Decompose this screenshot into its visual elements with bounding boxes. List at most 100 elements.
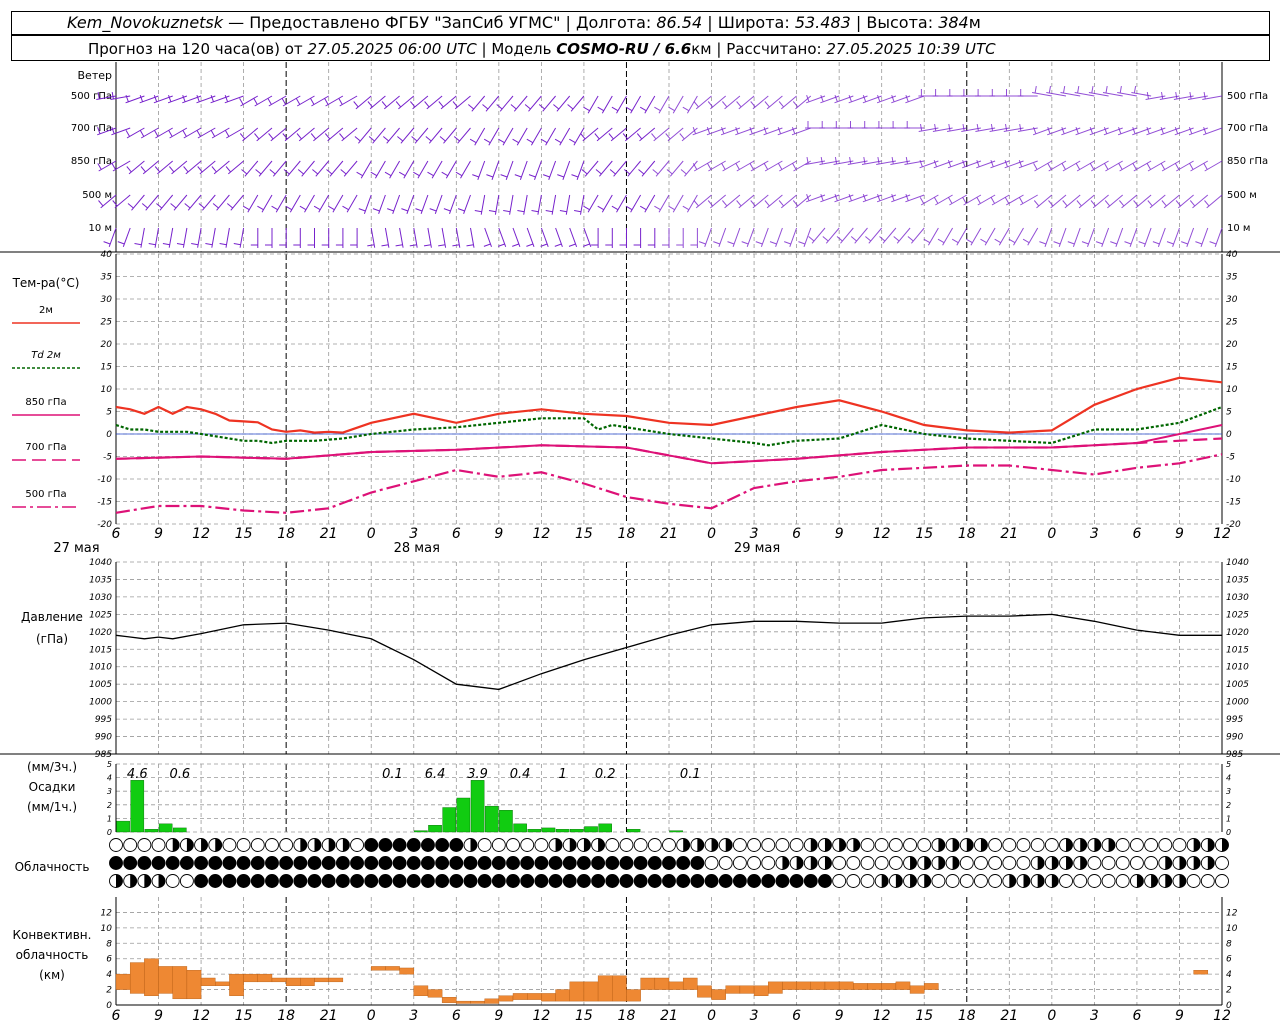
cloud-cover-symbol — [761, 856, 776, 870]
wind-barb — [1189, 194, 1209, 209]
wind-barb — [410, 95, 429, 110]
wind-barb — [1062, 194, 1081, 209]
wind-barb — [707, 194, 727, 209]
wind-barb — [342, 194, 358, 213]
cloud-cover-symbol — [279, 874, 294, 888]
wind-barb — [1160, 160, 1180, 172]
y-tick-label-left: 4 — [107, 774, 112, 783]
cloud-cover-symbol — [1087, 874, 1102, 888]
y-tick-label-right: -20 — [1226, 520, 1241, 530]
title-bar: Kem_Novokuznetsk — Предоставлено ФГБУ "З… — [11, 11, 1270, 35]
y-tick-label-left: 1010 — [89, 663, 112, 673]
wind-barb — [1203, 160, 1223, 172]
wind-barb — [676, 228, 684, 248]
cloud-cover-fill — [924, 856, 931, 870]
wind-barb — [1046, 86, 1067, 97]
y-tick-label-right: 2 — [1226, 801, 1231, 810]
wind-barb — [111, 160, 131, 172]
wind-barb — [367, 95, 386, 110]
cloud-cover-fill — [569, 838, 577, 852]
x-tick-label: 21 — [1000, 526, 1018, 542]
precip-3h-label: 1 — [559, 767, 567, 782]
altitude-label: Высота: — [866, 13, 934, 32]
x-tick-label: 15 — [575, 526, 593, 542]
wind-barb — [398, 160, 415, 179]
convective-bar — [186, 970, 202, 1000]
cloud-cover-symbol — [846, 856, 861, 870]
cloud-cover-fill — [725, 838, 733, 852]
altitude-unit: м — [968, 13, 981, 32]
convective-bar — [243, 973, 258, 983]
cloud-cover-symbol — [392, 874, 407, 888]
wind-barb — [356, 160, 372, 179]
wind-barb — [328, 194, 344, 213]
convective-bar — [527, 993, 542, 1000]
wind-barb — [608, 127, 627, 142]
wind-barb — [255, 160, 273, 177]
x-tick-label: 12 — [532, 526, 550, 542]
cloud-cover-symbol — [945, 874, 960, 888]
title-dash: — — [228, 13, 245, 32]
wind-barb — [156, 194, 174, 211]
cloud-cover-symbol — [151, 838, 166, 852]
conv-panel-unit: (км) — [39, 968, 65, 982]
convective-bar — [895, 981, 911, 990]
wind-barb — [353, 95, 372, 110]
x-tick-label: 3 — [409, 1008, 418, 1024]
wind-barb — [1053, 227, 1067, 247]
y-tick-label-left: 12 — [101, 908, 113, 918]
cloud-cover-symbol — [520, 838, 535, 852]
wind-barb — [97, 160, 117, 172]
wind-barb — [1061, 160, 1081, 172]
cloud-cover-symbol — [350, 874, 365, 888]
wind-barb — [865, 227, 883, 244]
cloud-cover-symbol — [350, 856, 365, 870]
cloud-cover-fill — [1037, 856, 1045, 870]
y-tick-label-left: 1005 — [89, 680, 112, 690]
precip-bar — [428, 825, 442, 833]
convective-bar — [810, 981, 826, 990]
cloud-cover-symbol — [250, 874, 265, 888]
y-tick-label-left: 30 — [101, 295, 113, 305]
separator: | — [707, 13, 713, 32]
cloud-cover-symbol — [619, 874, 634, 888]
wind-barb — [154, 127, 173, 139]
separator: | — [716, 40, 722, 58]
wind-barb — [682, 95, 698, 114]
wind-barb — [452, 227, 461, 248]
wind-barb — [212, 194, 230, 211]
wind-barb — [976, 194, 996, 206]
y-tick-label-right: 35 — [1226, 273, 1238, 283]
wind-barb — [1181, 227, 1195, 247]
wind-barb — [665, 127, 684, 142]
wind-barb — [140, 160, 159, 175]
y-tick-label-left: 6 — [106, 955, 112, 965]
cloud-cover-symbol — [449, 838, 464, 852]
wind-barb — [368, 127, 386, 144]
wind-barb — [778, 95, 797, 110]
cloud-cover-symbol — [1016, 838, 1031, 852]
x-tick-label: 15 — [575, 1008, 593, 1024]
wind-barb — [597, 194, 613, 213]
wind-barb — [777, 160, 797, 172]
cloud-cover-symbol — [619, 856, 634, 870]
wind-barb — [310, 127, 330, 142]
wind-barb — [467, 95, 486, 112]
temp-legend-label: 700 гПа — [25, 442, 66, 453]
wind-barb — [98, 194, 117, 209]
wind-barb — [951, 227, 968, 246]
cloud-cover-fill — [1193, 856, 1201, 870]
cloud-cover-symbol — [491, 856, 506, 870]
pressure-panel-title: Давление — [21, 610, 83, 624]
y-tick-label-right: 995 — [1226, 715, 1243, 725]
wind-barb — [654, 95, 670, 114]
wind-barb — [197, 160, 216, 175]
wind-level-label-left: 500 м — [82, 190, 112, 201]
wind-barb — [141, 194, 159, 211]
wind-barb — [425, 127, 443, 144]
wind-barb — [226, 194, 244, 211]
wind-barb — [168, 127, 188, 139]
wind-barb — [498, 127, 514, 146]
wind-barb — [622, 127, 641, 142]
y-tick-label-right: 1040 — [1226, 558, 1249, 568]
